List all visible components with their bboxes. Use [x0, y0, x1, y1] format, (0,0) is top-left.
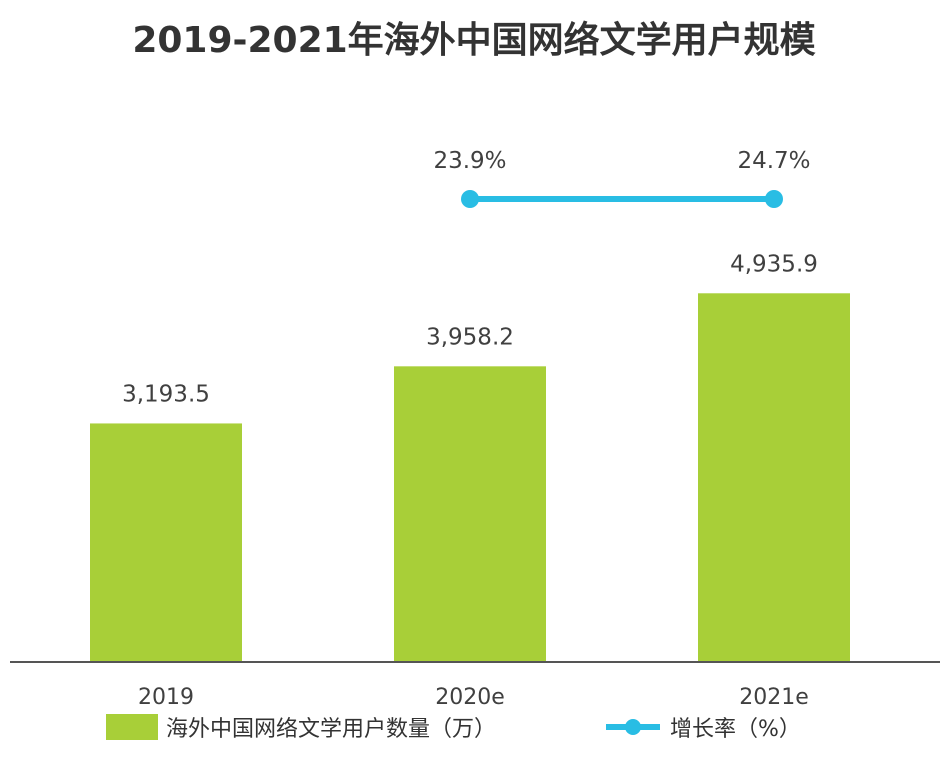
bar-value-label-2021e: 4,935.9 [730, 251, 818, 277]
x-tick-2019: 2019 [138, 685, 194, 710]
bar-labels-layer: 3,193.5 3,958.2 4,935.9 [122, 251, 818, 407]
x-tick-labels: 2019 2020e 2021e [138, 685, 809, 710]
x-tick-2020e: 2020e [435, 685, 505, 710]
bar-2020e [394, 366, 546, 662]
bar-value-label-2019: 3,193.5 [122, 381, 210, 407]
legend-bar-label: 海外中国网络文学用户数量（万） [166, 717, 496, 742]
bar-value-label-2020e: 3,958.2 [426, 324, 514, 350]
growth-rate-label-2021e: 24.7% [737, 148, 810, 174]
legend-line-label: 增长率（%） [670, 717, 801, 742]
legend: 海外中国网络文学用户数量（万） 增长率（%） [106, 714, 801, 742]
bar-2021e [698, 293, 850, 662]
chart-title: 2019-2021年海外中国网络文学用户规模 [132, 19, 815, 61]
growth-rate-label-2020e: 23.9% [433, 148, 506, 174]
growth-rate-layer: 23.9% 24.7% [433, 148, 811, 208]
legend-line-marker [625, 719, 641, 735]
bars-layer [90, 293, 850, 662]
bar-2019 [90, 423, 242, 662]
growth-rate-point-2020e [461, 190, 479, 208]
legend-bar-swatch [106, 714, 158, 740]
x-tick-2021e: 2021e [739, 685, 809, 710]
growth-rate-point-2021e [765, 190, 783, 208]
